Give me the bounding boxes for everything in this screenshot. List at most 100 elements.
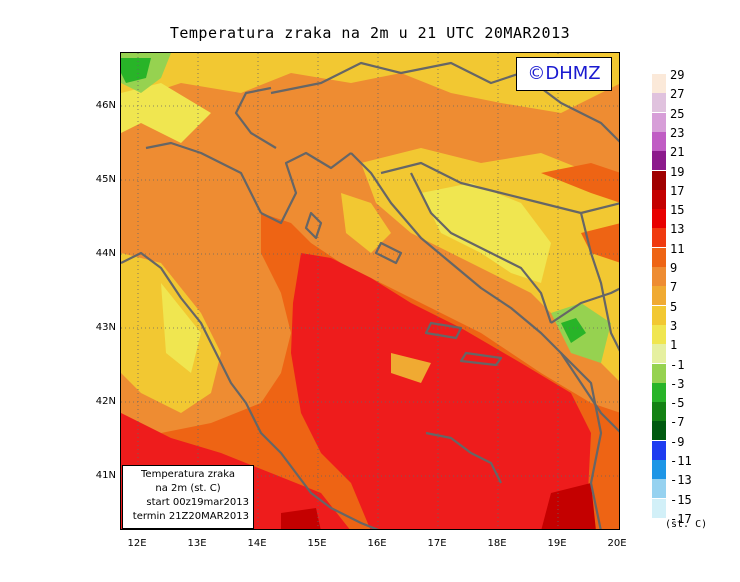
- legend-swatch: [652, 344, 666, 364]
- legend-label: -3: [670, 376, 685, 391]
- legend-label: 11: [670, 241, 685, 256]
- legend-label: -15: [670, 492, 692, 507]
- lon-label-17e: 17E: [427, 538, 447, 549]
- north-west-pale-zone: [121, 83, 211, 143]
- legend-label: 21: [670, 145, 685, 160]
- legend-swatch: [652, 267, 666, 286]
- legend-swatch: [652, 247, 666, 267]
- info-line-unit: na 2m (st. C): [155, 483, 221, 494]
- lat-label-43n: 43N: [95, 322, 116, 333]
- montenegro-border: [550, 287, 619, 324]
- legend-swatch: [652, 421, 666, 441]
- legend-label: -11: [670, 454, 692, 468]
- legend-label: 23: [670, 125, 685, 140]
- legend-label: -1: [670, 357, 685, 372]
- legend-swatch: [652, 382, 666, 402]
- temperature-map[interactable]: [120, 52, 620, 530]
- lat-label-41n: 41N: [95, 470, 116, 481]
- legend-swatch: [652, 305, 666, 325]
- info-line-termin: termin 21Z20MAR2013: [132, 511, 249, 522]
- legend-label: 5: [670, 299, 678, 314]
- south-east-dark-red: [541, 483, 596, 529]
- south-dark-red: [281, 508, 321, 529]
- coastlines-and-borders: [121, 61, 619, 529]
- legend-swatch: [652, 131, 666, 151]
- lat-label-45n: 45N: [95, 174, 116, 185]
- krk-island: [304, 211, 323, 240]
- lon-label-15e: 15E: [307, 538, 327, 549]
- lon-label-18e: 18E: [487, 538, 507, 549]
- legend-swatch: [652, 363, 666, 383]
- serbia-border: [579, 212, 619, 352]
- brac-island: [424, 321, 463, 340]
- legend-label: 29: [670, 68, 685, 82]
- info-line-variable: Temperatura zraka: [141, 469, 235, 480]
- legend-swatch: [652, 209, 666, 229]
- east-warm-zone: [541, 163, 619, 203]
- montenegro-cold-zone: [561, 318, 586, 343]
- alpine-cold-zone: [121, 58, 151, 83]
- northern-border: [270, 61, 619, 143]
- east-warm-zone-2: [581, 223, 619, 263]
- map-info-box: Temperatura zraka na 2m (st. C) start 00…: [122, 465, 254, 529]
- legend-label: -17: [670, 511, 692, 526]
- lat-label-46n: 46N: [95, 100, 116, 111]
- istria-coast: [260, 151, 352, 225]
- legend-swatch: [652, 460, 666, 479]
- graticule: [121, 53, 619, 529]
- legend-label: 27: [670, 87, 685, 102]
- legend-label: 3: [670, 318, 678, 333]
- legend-label: -5: [670, 396, 685, 411]
- legend-label: 7: [670, 280, 678, 295]
- gargano-coast: [425, 431, 502, 484]
- lon-label-20e: 20E: [607, 538, 627, 549]
- legend-swatch: [652, 479, 666, 499]
- legend-label: -7: [670, 415, 685, 430]
- legend-label: 1: [670, 338, 678, 353]
- lat-label-42n: 42N: [95, 396, 116, 407]
- legend-swatch: [652, 170, 666, 190]
- dinaric-pale-zone: [421, 183, 551, 283]
- lat-label-44n: 44N: [95, 248, 116, 259]
- legend-swatch: [652, 324, 666, 344]
- legend-label: 15: [670, 203, 685, 218]
- velebit-yellow-zone: [341, 193, 391, 253]
- legend-label: 19: [670, 164, 685, 179]
- legend-swatch: [652, 440, 666, 460]
- lon-label-13e: 13E: [187, 538, 207, 549]
- dhmz-copyright: ©DHMZ: [516, 57, 612, 91]
- info-line-start: start 00z19mar2013: [146, 497, 249, 508]
- lon-label-14e: 14E: [247, 538, 267, 549]
- albania-coast: [560, 352, 603, 529]
- slovenia-border: [234, 86, 277, 149]
- temperature-field: [121, 53, 619, 529]
- map-title: Temperatura zraka na 2m u 21 UTC 20MAR20…: [169, 24, 571, 42]
- bosnia-border: [410, 172, 553, 324]
- legend-swatch: [652, 517, 666, 537]
- lon-label-12e: 12E: [127, 538, 147, 549]
- legend-swatch: [652, 286, 666, 306]
- korcula-island: [459, 351, 503, 367]
- island-orange-zone: [391, 353, 431, 383]
- pag-island: [374, 241, 403, 265]
- legend-label: 9: [670, 261, 678, 275]
- legend-swatch: [652, 74, 666, 93]
- legend-unit: (st. C): [665, 519, 708, 530]
- legend-swatch: [652, 112, 666, 132]
- italy-north-coast: [145, 141, 262, 214]
- lon-label-16e: 16E: [367, 538, 387, 549]
- legend-label: 25: [670, 106, 685, 121]
- legend-swatch: [652, 402, 666, 422]
- adriatic-sea-red-zone: [291, 253, 591, 529]
- legend-label: -9: [670, 434, 685, 449]
- legend-swatch: [652, 93, 666, 113]
- legend-label: 17: [670, 183, 685, 198]
- legend-label: -13: [670, 473, 692, 488]
- legend-swatch: [652, 228, 666, 248]
- italy-adriatic-coast: [121, 251, 379, 529]
- northern-band-yellow: [121, 53, 619, 113]
- legend-swatch: [652, 189, 666, 209]
- dalmatian-coast: [350, 152, 619, 433]
- legend-swatch: [652, 151, 666, 171]
- lon-label-19e: 19E: [547, 538, 567, 549]
